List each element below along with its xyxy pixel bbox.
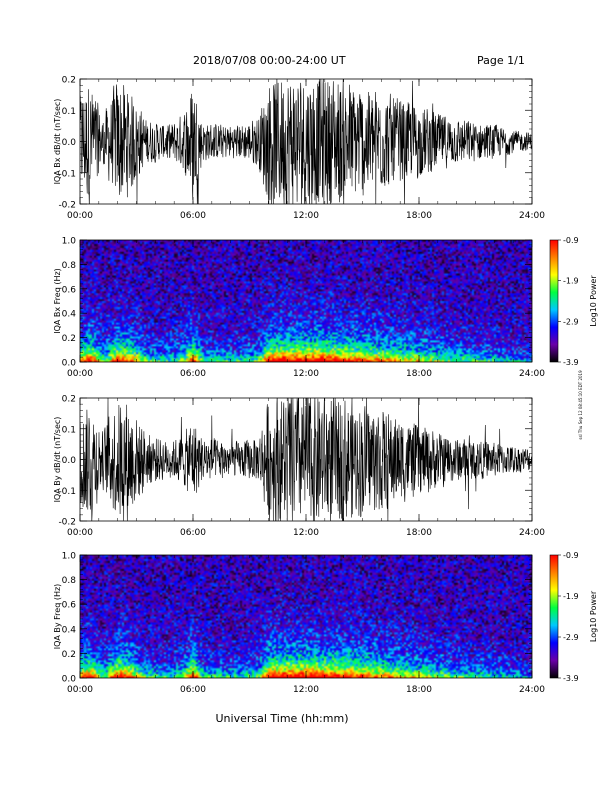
y-tick-label: -0.1 [58, 487, 76, 497]
y-tick-label: 0.2 [62, 334, 76, 344]
x-tick-label: 18:00 [406, 211, 432, 221]
y-tick-label: -0.2 [58, 201, 76, 211]
y-tick-label: 0.2 [62, 650, 76, 660]
y-tick-label: 0.0 [62, 675, 77, 685]
x-tick-label: 12:00 [293, 369, 319, 379]
x-tick-label: 06:00 [180, 211, 206, 221]
colorbar-tick-label: -3.9 [563, 358, 579, 367]
plot-frame [79, 397, 533, 522]
spectrogram-image [80, 240, 532, 362]
x-tick-label: 24:00 [519, 528, 545, 538]
colorbar-tick-label: -1.9 [563, 277, 579, 286]
y-axis-label: IQA Bx dB/dt (nT/sec) [53, 99, 62, 185]
y-tick-label: 0.0 [62, 138, 77, 148]
y-tick-label: 0.0 [62, 456, 77, 466]
y-tick-label: 1.0 [62, 552, 77, 562]
colorbar-label: Log10 Power [589, 590, 598, 642]
x-tick-label: 24:00 [519, 211, 545, 221]
y-tick-label: -0.1 [58, 169, 76, 179]
y-axis-label: IQA By Freq (Hz) [53, 584, 62, 650]
series-line [80, 79, 532, 204]
x-tick-label: 00:00 [67, 369, 93, 379]
y-tick-label: 0.8 [62, 576, 77, 586]
y-tick-label: 0.8 [62, 261, 77, 271]
x-tick-label: 06:00 [180, 369, 206, 379]
series-line [80, 398, 532, 521]
x-tick-label: 00:00 [67, 528, 93, 538]
colorbar-label: Log10 Power [589, 275, 598, 327]
colorbar: -0.9 -1.9 -2.9 -3.9 Log10 Power [549, 551, 598, 683]
colorbar-tick-label: -2.9 [563, 317, 579, 326]
y-tick-label: 0.4 [62, 310, 77, 320]
plot-title: 2018/07/08 00:00-24:00 UT [193, 54, 346, 67]
y-tick-label: 0.2 [62, 395, 76, 405]
panel-bx-timeseries: 0.2 0.1 0.0 -0.1 -0.200:00 06:00 12:00 18:00 24:… [53, 76, 545, 222]
y-tick-label: 0.4 [62, 625, 77, 635]
x-tick-label: 12:00 [293, 528, 319, 538]
colorbar: -0.9 -1.9 -2.9 -3.9 Log10 Power [549, 236, 598, 367]
y-tick-label: 0.2 [62, 76, 76, 86]
plot-frame [79, 554, 533, 679]
colorbar-scale [549, 554, 559, 679]
y-axis-label: IQA By dB/dt (nT/sec) [53, 417, 62, 503]
colorbar-scale [549, 239, 559, 363]
plot-frame [79, 239, 533, 363]
x-tick-label: 06:00 [180, 685, 206, 695]
panel-by-spectrogram: 1.0 0.8 0.6 0.4 0.2 0.000:00 06:00 12:00 18:00 24… [53, 552, 545, 696]
x-tick-label: 18:00 [406, 369, 432, 379]
y-tick-label: 0.0 [62, 359, 77, 369]
y-tick-label: 0.1 [62, 425, 76, 435]
y-axis-label: IQA Bx Freq (Hz) [53, 268, 62, 334]
y-tick-label: 1.0 [62, 237, 77, 247]
y-tick-label: -0.2 [58, 518, 76, 528]
x-axis-label: Universal Time (hh:mm) [216, 712, 349, 725]
x-tick-label: 00:00 [67, 211, 93, 221]
panel-by-timeseries: 0.2 0.1 0.0 -0.1 -0.200:00 06:00 12:00 18:00 24:… [53, 395, 545, 539]
x-tick-label: 12:00 [293, 211, 319, 221]
x-tick-label: 06:00 [180, 528, 206, 538]
y-tick-label: 0.6 [62, 285, 77, 295]
y-tick-label: 0.6 [62, 601, 77, 611]
colorbar-tick-label: -0.9 [563, 236, 579, 245]
colorbar-tick-label: -3.9 [563, 674, 579, 683]
x-tick-label: 18:00 [406, 685, 432, 695]
plot-frame [79, 78, 533, 205]
panel-bx-spectrogram: 1.0 0.8 0.6 0.4 0.2 0.000:00 06:00 12:00 18:00 24… [53, 237, 545, 380]
page-indicator: Page 1/1 [477, 54, 525, 67]
x-tick-label: 00:00 [67, 685, 93, 695]
x-tick-label: 24:00 [519, 685, 545, 695]
x-tick-label: 24:00 [519, 369, 545, 379]
colorbar-tick-label: -1.9 [563, 592, 579, 601]
x-tick-label: 18:00 [406, 528, 432, 538]
colorbar-tick-label: -2.9 [563, 633, 579, 642]
colorbar-tick-label: -0.9 [563, 551, 579, 560]
y-tick-label: 0.1 [62, 107, 76, 117]
x-tick-label: 12:00 [293, 685, 319, 695]
spectrogram-image [80, 555, 532, 678]
timestamp-stamp: ssl Thu Sep 12 08:45:10 EDT 2019 [578, 370, 583, 440]
